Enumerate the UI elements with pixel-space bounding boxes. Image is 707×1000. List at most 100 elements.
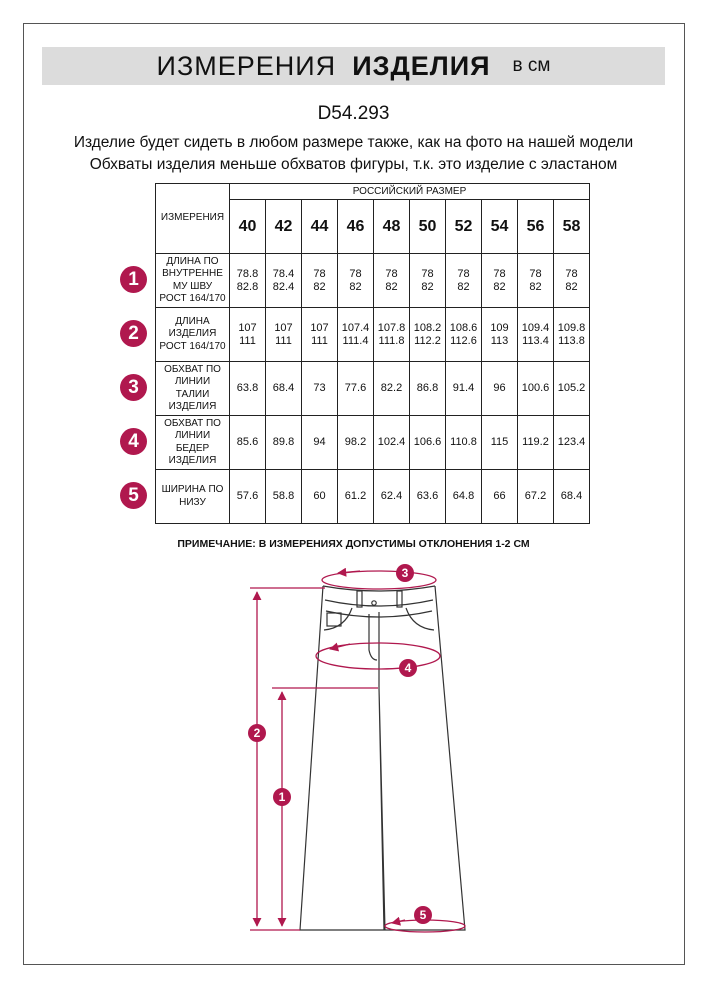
- diagram-marker: 1: [273, 788, 291, 806]
- cell-value: 110.8: [450, 436, 477, 448]
- diagram-marker: 4: [399, 659, 417, 677]
- row-label-line: БЕДЕР: [175, 442, 210, 454]
- cell-value: 78: [349, 267, 362, 280]
- table-cell: 107.4 111.4: [337, 307, 374, 362]
- cell-value: 82: [349, 280, 362, 293]
- cell-value: 100.6: [521, 382, 550, 394]
- cell-value: 62.4: [380, 490, 403, 502]
- table-cell: 123.4: [553, 415, 590, 470]
- size-50: 50: [409, 199, 446, 254]
- cell-value: 64.8: [452, 490, 475, 502]
- cell-value: 108.2: [413, 321, 442, 334]
- cell-value: 89.8: [272, 436, 295, 448]
- measure-lines: [250, 567, 466, 933]
- cell-value: 111.4: [342, 334, 369, 347]
- table-cell: 78.8 82.8: [229, 253, 266, 308]
- table-cell: 68.4: [265, 361, 302, 416]
- cell-value: 58.8: [272, 490, 295, 502]
- cell-value: 68.4: [560, 490, 583, 502]
- table-row: ДЛИНА ПО ВНУТРЕННЕ МУ ШВУ РОСТ 164/170 78.8 8…: [155, 253, 590, 308]
- table-cell: 78 82: [373, 253, 410, 308]
- table-cell: 109.4 113.4: [517, 307, 554, 362]
- subtitle-fit: Изделие будет сидеть в любом размере так…: [73, 134, 634, 151]
- diagram-marker: 2: [248, 724, 266, 742]
- cell-value: 107.8: [377, 321, 406, 334]
- cell-value: 113.8: [558, 334, 585, 347]
- cell-value: 82: [565, 280, 578, 293]
- cell-value: 73: [313, 382, 326, 394]
- row-number-badge: 2: [120, 320, 147, 347]
- table-cell: 109.8 113.8: [553, 307, 590, 362]
- waist-ellipse: [321, 570, 437, 590]
- cell-value: 86.8: [416, 382, 439, 394]
- row-label-line: НИЗУ: [179, 496, 206, 508]
- cell-value: 119.2: [522, 436, 549, 448]
- row-label-line: ОБХВАТ ПО: [164, 363, 221, 375]
- cell-value: 108.6: [449, 321, 478, 334]
- cell-value: 91.4: [452, 382, 475, 394]
- cell-value: 57.6: [236, 490, 259, 502]
- table-cell: 73: [301, 361, 338, 416]
- cell-value: 111.8: [378, 334, 405, 347]
- row-label-line: ЛИНИИ: [174, 376, 211, 387]
- cell-value: 96: [493, 382, 506, 394]
- row-label: ОБХВАТ ПО ЛИНИИ ТАЛИИ ИЗДЕЛИЯ: [155, 361, 230, 416]
- row-label-line: РОСТ 164/170: [159, 340, 226, 352]
- table-cell: 86.8: [409, 361, 446, 416]
- table-cell: 78 82: [481, 253, 518, 308]
- cell-value: 112.2: [414, 334, 441, 347]
- title-banner: ИЗМЕРЕНИЯ ИЗДЕЛИЯ в см: [42, 47, 665, 85]
- size-42: 42: [265, 199, 302, 254]
- cell-value: 107: [310, 321, 329, 334]
- cell-value: 113.4: [522, 334, 549, 347]
- row-number-badge: 3: [120, 374, 147, 401]
- article-code: D54.293: [317, 103, 390, 124]
- cell-value: 78.4: [272, 267, 295, 280]
- cell-value: 77.6: [344, 382, 367, 394]
- subtitle-elastane: Обхваты изделия меньше обхватов фигуры, …: [89, 156, 618, 173]
- cell-value: 82: [385, 280, 398, 293]
- table-cell: 115: [481, 415, 518, 470]
- size-52: 52: [445, 199, 482, 254]
- table-cell: 78 82: [337, 253, 374, 308]
- cell-value: 106.6: [413, 436, 442, 448]
- size-table: ИЗМЕРЕНИЯ РОССИЙСКИЙ РАЗМЕР 40 42 44 46 48 50…: [155, 183, 590, 524]
- table-cell: 108.2 112.2: [409, 307, 446, 362]
- cell-value: 82.4: [272, 280, 295, 293]
- table-cell: 85.6: [229, 415, 266, 470]
- table-cell: 63.8: [229, 361, 266, 416]
- table-cell: 78 82: [409, 253, 446, 308]
- cell-value: 111: [275, 334, 292, 347]
- cell-value: 78: [457, 267, 470, 280]
- title-unit: в см: [512, 55, 551, 76]
- table-cell: 107 111: [301, 307, 338, 362]
- cell-value: 82: [493, 280, 506, 293]
- cell-value: 111: [239, 334, 256, 347]
- row-label-line: ИЗДЕЛИЯ: [168, 328, 217, 340]
- cell-value: 85.6: [236, 436, 259, 448]
- row-number-badge: 4: [120, 428, 147, 455]
- cell-value: 107: [274, 321, 293, 334]
- cell-value: 78: [565, 267, 578, 280]
- row-number-badge: 5: [120, 482, 147, 509]
- table-cell: 78 82: [445, 253, 482, 308]
- table-cell: 68.4: [553, 469, 590, 524]
- cell-value: 102.4: [377, 436, 406, 448]
- cell-value: 60: [313, 490, 326, 502]
- hip-ellipse: [315, 642, 441, 670]
- table-cell: 57.6: [229, 469, 266, 524]
- row-label-line: ДЛИНА: [175, 315, 210, 327]
- cell-value: 123.4: [557, 436, 586, 448]
- table-cell: 107 111: [265, 307, 302, 362]
- row-label-line: ДЛИНА ПО: [166, 255, 219, 267]
- size-46: 46: [337, 199, 374, 254]
- cell-value: 63.6: [416, 490, 439, 502]
- cell-value: 111: [311, 334, 328, 347]
- row-label-line: РОСТ 164/170: [159, 293, 226, 304]
- row-label: ДЛИНА ПО ВНУТРЕННЕ МУ ШВУ РОСТ 164/170: [155, 253, 230, 308]
- row-label-line: ОБХВАТ ПО: [164, 417, 221, 429]
- table-cell: 63.6: [409, 469, 446, 524]
- table-cell: 108.6 112.6: [445, 307, 482, 362]
- cell-value: 82: [313, 280, 326, 293]
